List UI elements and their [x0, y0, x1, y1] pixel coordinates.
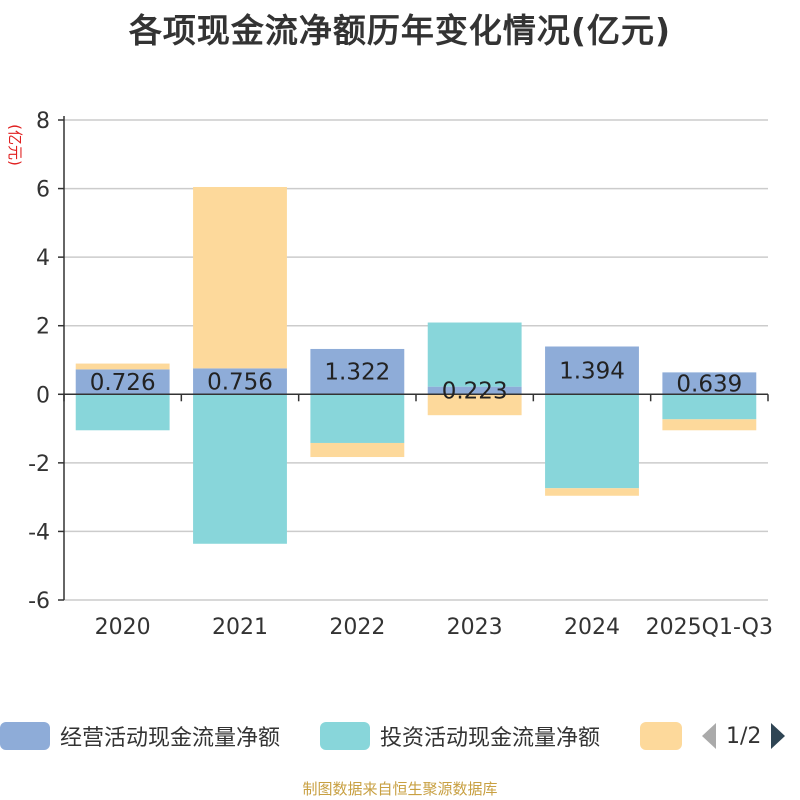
legend-swatch-financing: [640, 722, 682, 750]
bar-series-2-2025Q1-Q3[interactable]: [662, 419, 757, 431]
legend-pager: 1/2: [700, 716, 787, 756]
legend-swatch-investing: [320, 722, 370, 750]
x-tick-label: 2022: [329, 615, 385, 640]
bar-series-0-2021[interactable]: [193, 368, 287, 395]
data-label: 0.639: [676, 371, 742, 397]
data-label: 1.394: [559, 358, 625, 384]
data-label: 1.322: [324, 360, 390, 386]
y-tick-label: -6: [28, 589, 50, 614]
bar-series-2-2021[interactable]: [193, 186, 287, 369]
chart-plot: (亿元) 8 6 4 2 0 -2 -4 -6 2020 2021 2022 2023 2024 2025…: [6, 109, 773, 640]
y-tick-label: 6: [36, 178, 50, 203]
y-axis-label: (亿元): [6, 124, 24, 166]
bar-series-2-2024[interactable]: [545, 488, 639, 496]
bar-series-0-2025Q1-Q3[interactable]: [662, 372, 757, 395]
legend-label-operating: 经营活动现金流量净额: [60, 726, 281, 751]
data-label: 0.756: [207, 369, 273, 395]
legend-item-operating[interactable]: 经营活动现金流量净额: [0, 716, 280, 756]
x-tick-label: 2024: [564, 615, 620, 640]
legend-item-investing[interactable]: 投资活动现金流量净额: [320, 716, 600, 756]
bar-series-2-2023[interactable]: [427, 394, 522, 416]
source-note: 制图数据来自恒生聚源数据库: [302, 780, 498, 798]
data-label: 0.726: [90, 370, 156, 396]
bar-series-1-2022[interactable]: [310, 394, 405, 443]
bar-series-2-2022[interactable]: [310, 442, 405, 458]
legend-item-financing[interactable]: [640, 716, 682, 756]
bar-series-0-2020[interactable]: [75, 369, 170, 395]
pager-prev-icon[interactable]: [700, 721, 720, 751]
x-tick-label: 2025Q1-Q3: [646, 615, 773, 640]
y-tick-label: 2: [36, 315, 50, 340]
bar-series-1-2021[interactable]: [193, 394, 287, 544]
pager-text: 1/2: [726, 723, 762, 749]
x-tick-label: 2020: [95, 615, 151, 640]
x-tick-label: 2023: [447, 615, 503, 640]
y-tick-label: 8: [36, 109, 50, 134]
data-label: 0.223: [442, 378, 508, 404]
bar-series-1-2020[interactable]: [75, 394, 170, 431]
bar-series-0-2023[interactable]: [427, 386, 522, 395]
bar-series-0-2022[interactable]: [310, 348, 405, 395]
chart-title: 各项现金流净额历年变化情况(亿元): [128, 11, 672, 50]
legend: 经营活动现金流量净额 投资活动现金流量净额 1/2: [0, 716, 800, 756]
legend-swatch-operating: [0, 722, 50, 750]
bar-series-1-2024[interactable]: [545, 394, 639, 489]
bar-series-0-2024[interactable]: [545, 346, 639, 395]
bar-series-1-2023[interactable]: [427, 322, 522, 387]
y-tick-label: -2: [28, 452, 50, 477]
bar-series-1-2025Q1-Q3[interactable]: [662, 394, 757, 420]
y-tick-label: 0: [36, 383, 50, 408]
legend-label-investing: 投资活动现金流量净额: [380, 726, 601, 751]
y-tick-label: 4: [36, 246, 50, 271]
x-tick-label: 2021: [212, 615, 268, 640]
pager-next-icon[interactable]: [767, 721, 787, 751]
y-tick-label: -4: [28, 520, 50, 545]
bar-series-2-2020[interactable]: [75, 363, 170, 370]
